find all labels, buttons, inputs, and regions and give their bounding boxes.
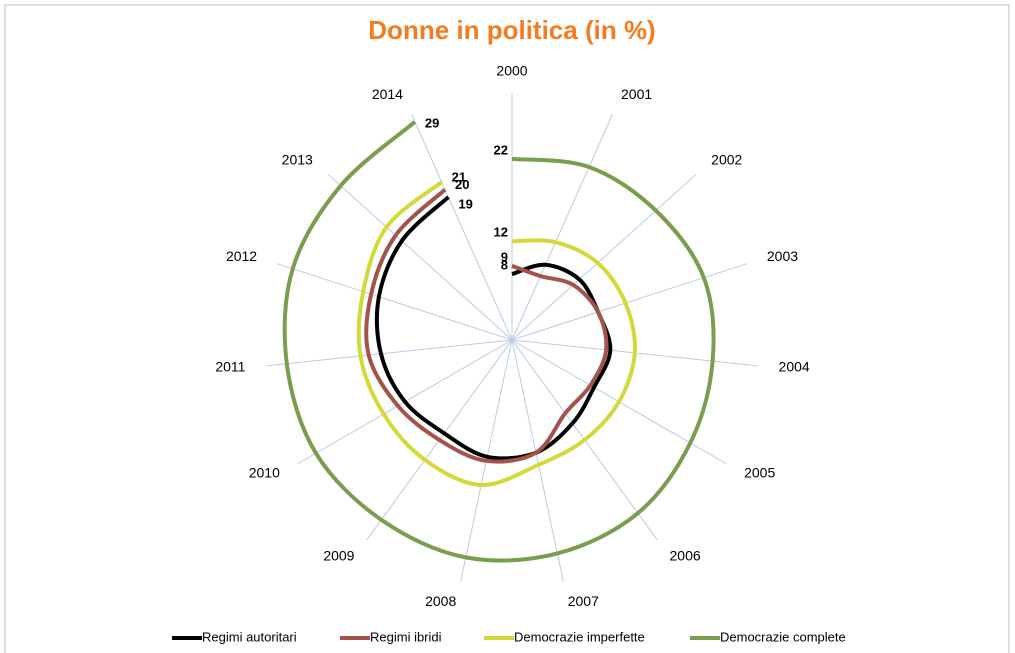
chart-title: Donne in politica (in %) [368,15,655,45]
data-label: 8 [501,258,508,273]
series-line [356,180,637,488]
axis-spoke [511,174,696,341]
axis-spoke [276,263,513,341]
legend-label: Regimi autoritari [202,629,297,644]
axis-spoke [511,339,564,582]
category-label: 2006 [670,548,701,564]
category-label: 2012 [226,248,257,264]
category-label: 2014 [372,86,403,102]
category-label: 2004 [779,359,810,375]
category-label: 2002 [711,151,742,167]
data-label: 22 [494,142,508,157]
category-label: 2001 [621,86,652,102]
category-label: 2010 [249,465,280,481]
category-label: 2013 [282,151,313,167]
axis-spoke [328,174,513,341]
series-line [364,188,609,464]
legend-label: Regimi ibridi [370,629,442,644]
category-label: 2000 [496,63,527,79]
data-label: 21 [452,169,466,184]
data-label: 9 [501,249,508,264]
data-label: 29 [425,115,439,130]
axis-spoke [266,339,513,367]
legend-label: Democrazie complete [720,629,846,644]
data-label: 20 [455,177,469,192]
axis-spoke [511,114,613,341]
category-label: 2007 [568,593,599,609]
category-label: 2008 [425,593,456,609]
category-label: 2005 [744,465,775,481]
axis-spoke [511,263,748,341]
legend-label: Democrazie imperfette [514,629,645,644]
category-label: 2009 [323,548,354,564]
data-label: 12 [494,225,508,240]
category-label: 2011 [215,359,245,375]
category-label: 2003 [767,248,798,264]
series-line [282,120,716,563]
axis-spoke [411,114,513,341]
frame [4,4,1010,653]
data-label: 19 [458,197,472,212]
